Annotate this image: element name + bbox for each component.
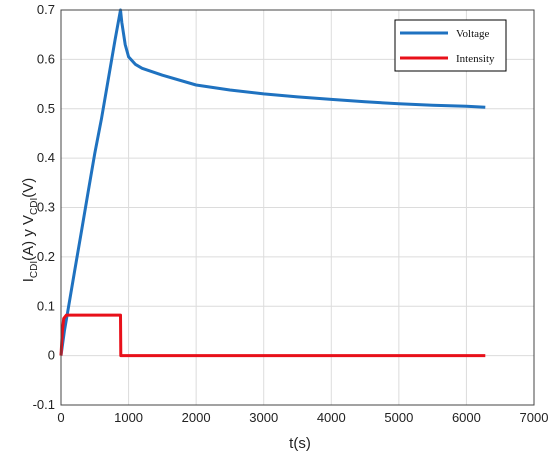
x-tick-label: 5000 (384, 410, 413, 425)
legend-label-voltage: Voltage (456, 28, 490, 40)
legend: Voltage Intensity (394, 19, 507, 72)
x-axis-title: t(s) (289, 435, 311, 452)
plot-frame (60, 9, 535, 406)
y-tick-label: 0.5 (37, 101, 55, 116)
series-line-voltage (59, 8, 486, 356)
y-tick-label: 0.1 (37, 298, 55, 313)
y-tick-label: 0.6 (37, 51, 55, 66)
legend-label-intensity: Intensity (456, 53, 495, 65)
y-axis-title-subscript-2: CDI (29, 198, 40, 215)
series-line-intensity (59, 313, 486, 358)
tick-labels: 0 1000 2000 3000 4000 5000 6000 7000-0.100.10.2… (33, 2, 549, 425)
x-tick-label: 2000 (182, 410, 211, 425)
legend-box (394, 19, 507, 72)
y-axis-title-part-2: (A) y V (20, 215, 37, 261)
y-tick-label: 0.2 (37, 249, 55, 264)
y-axis-title-subscript-1: CDI (29, 261, 40, 278)
y-tick-label: -0.1 (33, 397, 55, 412)
y-axis-title-part-1: I (20, 278, 37, 282)
x-tick-label: 1000 (114, 410, 143, 425)
y-tick-label: 0 (48, 348, 55, 363)
x-tick-label: 4000 (317, 410, 346, 425)
y-axis-title-part-3: (V) (20, 178, 37, 198)
y-axis-title: ICDI(A) y VCDI(V) (20, 178, 40, 282)
x-tick-label: 0 (57, 410, 64, 425)
x-tick-label: 3000 (249, 410, 278, 425)
plot-area (59, 8, 486, 358)
y-tick-label: 0.3 (37, 200, 55, 215)
x-tick-label: 7000 (520, 410, 549, 425)
y-tick-label: 0.4 (37, 150, 55, 165)
y-tick-label: 0.7 (37, 2, 55, 17)
x-tick-label: 6000 (452, 410, 481, 425)
